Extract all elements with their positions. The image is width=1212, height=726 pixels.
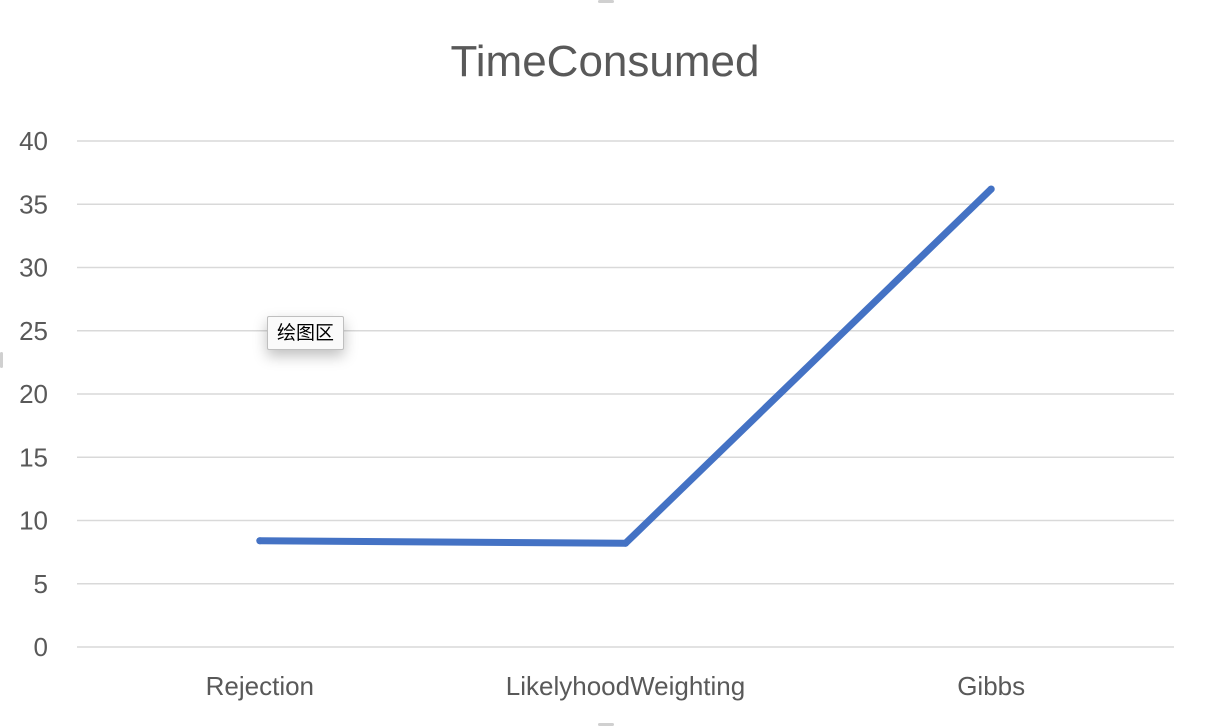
x-category-label: Gibbs (957, 671, 1025, 701)
y-tick-label: 20 (19, 379, 48, 409)
plot-area-tooltip: 绘图区 (267, 316, 345, 350)
y-tick-label: 5 (34, 569, 48, 599)
y-tick-label: 30 (19, 253, 48, 283)
y-tick-label: 35 (19, 189, 48, 219)
data-point-Gibbs[interactable] (987, 185, 995, 193)
series-lines[interactable] (256, 185, 995, 547)
data-point-Rejection[interactable] (256, 537, 264, 545)
series-line[interactable] (256, 185, 995, 547)
x-category-label: Rejection (206, 671, 314, 701)
y-tick-label: 40 (19, 126, 48, 156)
y-tick-label: 10 (19, 506, 48, 536)
chart-title: TimeConsumed (451, 37, 760, 86)
x-category-label: LikelyhoodWeighting (506, 671, 745, 701)
data-point-LikelyhoodWeighting[interactable] (622, 539, 629, 547)
y-tick-label: 0 (34, 632, 48, 662)
y-tick-label: 15 (19, 442, 48, 472)
gridlines (77, 140, 1174, 648)
resize-handle-top[interactable] (598, 0, 614, 3)
x-axis-category-labels: Rejection LikelyhoodWeighting Gibbs (206, 671, 1025, 701)
y-tick-label: 25 (19, 316, 48, 346)
y-axis-tick-labels: 0 5 10 15 20 25 30 35 40 (19, 126, 48, 662)
resize-handle-bottom[interactable] (598, 723, 614, 726)
resize-handle-left[interactable] (0, 352, 3, 368)
